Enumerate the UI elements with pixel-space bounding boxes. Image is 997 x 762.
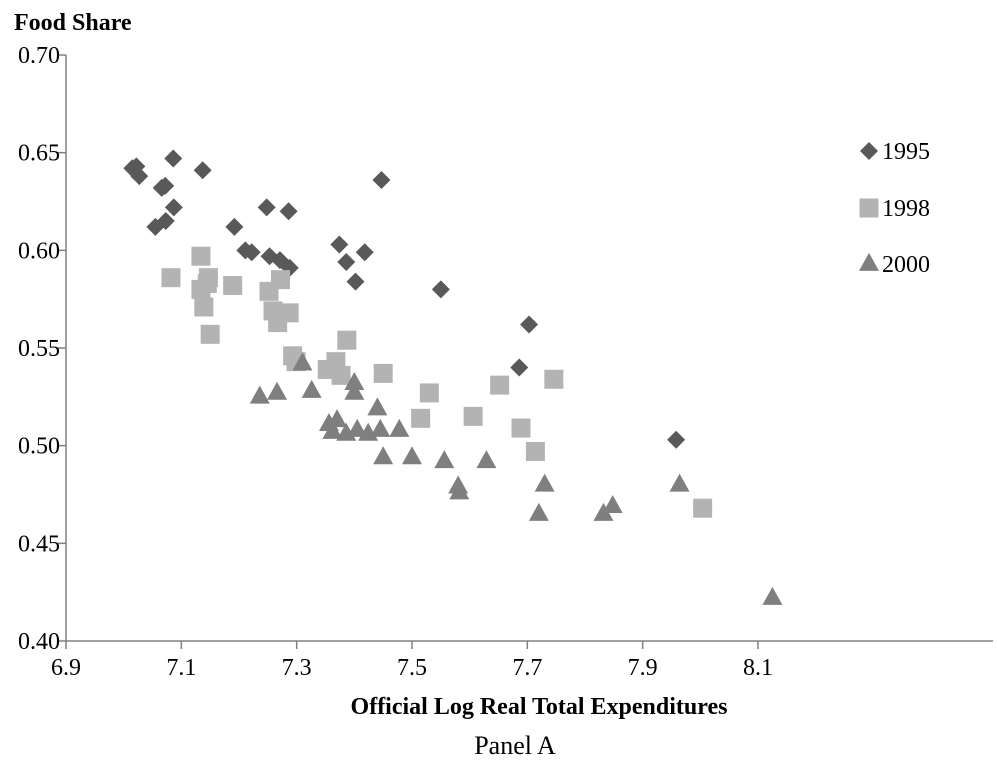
point-1995	[164, 198, 183, 217]
point-1995	[242, 243, 261, 262]
legend: 1995 1998 2000	[859, 139, 930, 278]
panel-caption: Panel A	[474, 731, 556, 760]
legend-label-1995: 1995	[882, 139, 930, 165]
point-1995	[156, 176, 175, 195]
series-2000	[249, 352, 783, 605]
y-tick-label: 0.55	[18, 336, 60, 362]
point-1998	[337, 330, 357, 350]
point-1998	[279, 303, 299, 323]
point-1995	[257, 198, 276, 217]
point-1995	[225, 217, 244, 236]
point-2000	[534, 473, 555, 492]
point-2000	[389, 418, 410, 437]
point-1998	[544, 369, 564, 389]
point-1995	[431, 280, 450, 299]
point-1995	[279, 202, 298, 221]
legend-label-2000: 2000	[882, 252, 930, 278]
point-1998	[161, 268, 181, 288]
x-tick-label: 7.3	[282, 655, 312, 681]
point-2000	[370, 418, 391, 437]
point-2000	[249, 385, 270, 404]
x-tick-label: 6.9	[51, 655, 81, 681]
point-2000	[602, 495, 623, 514]
y-tick-label: 0.45	[18, 531, 60, 557]
point-1995	[330, 235, 349, 254]
point-2000	[762, 586, 783, 605]
y-axis-ticks: 0.40 0.45 0.50 0.55 0.60 0.65 0.70	[18, 43, 66, 655]
legend-marker-1995	[860, 142, 878, 160]
point-2000	[367, 397, 388, 416]
point-1995	[193, 161, 212, 180]
point-1998	[197, 274, 217, 294]
point-1995	[372, 171, 391, 190]
point-1998	[200, 324, 220, 344]
point-1998	[693, 498, 713, 518]
point-1995	[164, 149, 183, 168]
point-1998	[411, 408, 431, 428]
point-1995	[337, 253, 356, 272]
x-tick-label: 8.1	[743, 655, 773, 681]
point-1998	[191, 246, 211, 266]
point-2000	[322, 420, 343, 439]
legend-label-1998: 1998	[882, 196, 930, 222]
y-tick-label: 0.60	[18, 238, 60, 264]
point-2000	[434, 450, 455, 469]
point-1995	[355, 243, 374, 262]
series-1995	[123, 149, 686, 449]
point-2000	[344, 372, 365, 390]
point-2000	[347, 418, 368, 437]
point-1998	[463, 406, 483, 426]
point-2000	[267, 381, 288, 400]
y-tick-label: 0.70	[18, 43, 60, 69]
point-1995	[130, 167, 149, 186]
point-1995	[520, 315, 539, 334]
point-2000	[373, 446, 394, 465]
legend-marker-1998	[859, 198, 879, 218]
x-tick-label: 7.1	[166, 655, 196, 681]
point-2000	[301, 379, 322, 398]
point-1998	[525, 442, 545, 462]
x-tick-label: 7.7	[512, 655, 542, 681]
point-2000	[344, 381, 365, 400]
x-tick-label: 7.9	[628, 655, 658, 681]
y-tick-label: 0.40	[18, 629, 60, 655]
point-2000	[402, 446, 422, 465]
point-1995	[156, 212, 175, 231]
point-1998	[194, 297, 214, 317]
point-1998	[271, 270, 291, 290]
point-1995	[346, 272, 365, 291]
point-2000	[327, 409, 348, 428]
point-2000	[669, 473, 690, 492]
point-1995	[510, 358, 529, 377]
point-1998	[490, 375, 510, 395]
point-1995	[667, 430, 686, 449]
y-tick-label: 0.50	[18, 434, 60, 460]
x-axis-ticks: 6.9 7.1 7.3 7.5 7.7 7.9 8.1	[51, 641, 773, 681]
y-tick-label: 0.65	[18, 141, 60, 167]
point-2000	[528, 502, 549, 521]
point-1998	[223, 275, 243, 295]
point-1998	[419, 383, 439, 403]
y-axis-title: Food Share	[14, 10, 132, 36]
point-2000	[449, 481, 470, 500]
point-2000	[476, 450, 497, 469]
x-tick-label: 7.5	[397, 655, 427, 681]
point-1998	[373, 363, 393, 383]
x-axis-title: Official Log Real Total Expenditures	[351, 694, 728, 720]
point-1998	[331, 365, 351, 385]
legend-marker-2000	[859, 252, 879, 271]
point-2000	[292, 352, 313, 371]
data-points	[123, 149, 783, 605]
point-1998	[511, 418, 531, 438]
